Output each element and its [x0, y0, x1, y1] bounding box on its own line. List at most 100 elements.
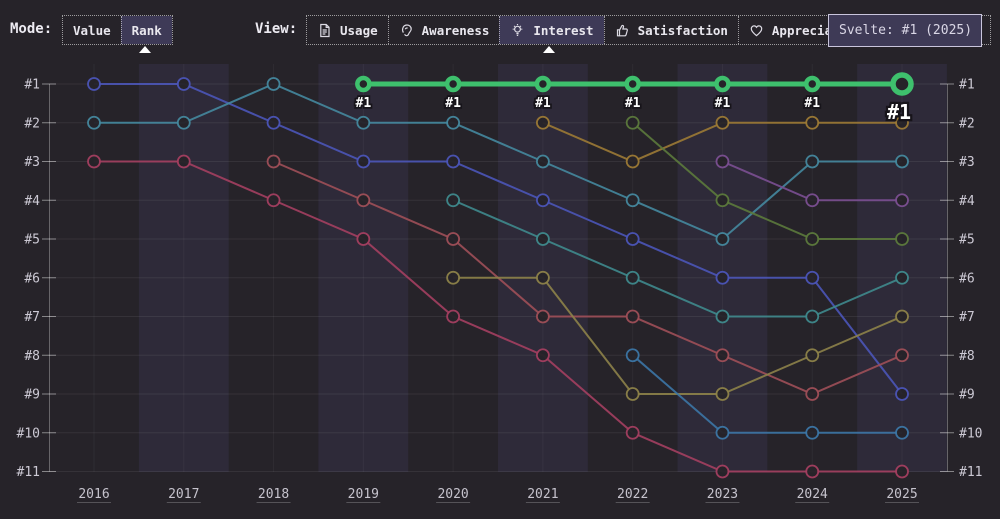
series-teal-line[interactable]	[87, 77, 909, 246]
data-point[interactable]	[805, 425, 820, 440]
data-point[interactable]	[625, 193, 640, 208]
data-point[interactable]	[805, 387, 820, 401]
data-point[interactable]	[625, 154, 640, 169]
data-point[interactable]	[536, 193, 550, 208]
year-axis-label[interactable]: 2022	[617, 487, 648, 502]
data-point[interactable]	[266, 115, 281, 130]
series-crimson-line[interactable]	[87, 154, 909, 479]
data-point[interactable]	[895, 270, 909, 285]
data-point[interactable]	[446, 115, 461, 130]
data-point[interactable]	[625, 425, 640, 440]
data-point[interactable]	[355, 75, 372, 93]
series-line[interactable]	[94, 82, 903, 241]
data-point[interactable]	[715, 193, 730, 208]
data-point[interactable]	[715, 348, 730, 363]
data-point[interactable]	[895, 193, 909, 208]
data-point[interactable]	[805, 115, 820, 130]
year-axis-label[interactable]: 2021	[527, 487, 558, 502]
data-point[interactable]	[356, 232, 371, 246]
year-axis-label[interactable]: 2023	[707, 487, 738, 502]
series-line[interactable]	[632, 354, 903, 434]
data-point[interactable]	[176, 115, 191, 130]
data-point[interactable]	[715, 270, 730, 285]
data-point[interactable]	[714, 75, 731, 93]
data-point[interactable]	[625, 348, 640, 363]
data-point[interactable]	[356, 115, 371, 130]
data-point[interactable]	[895, 115, 909, 130]
data-point[interactable]	[715, 387, 730, 401]
data-point[interactable]	[446, 309, 461, 324]
mode-option-rank[interactable]: Rank	[120, 16, 172, 44]
data-point[interactable]	[87, 115, 101, 130]
year-axis-label[interactable]: 2025	[886, 487, 917, 502]
view-option-satisfaction[interactable]: Satisfaction	[603, 16, 738, 44]
data-point[interactable]	[715, 309, 730, 324]
data-point[interactable]	[176, 77, 191, 91]
data-point[interactable]	[805, 193, 820, 208]
data-point[interactable]	[805, 464, 820, 479]
data-point[interactable]	[715, 425, 730, 440]
data-point[interactable]	[446, 193, 461, 208]
view-option-awareness[interactable]: Awareness	[387, 16, 500, 44]
series-dark-green-line[interactable]	[625, 115, 909, 246]
series-dark-teal-line[interactable]	[446, 193, 909, 324]
mode-option-value[interactable]: Value	[63, 16, 121, 44]
series-svelte[interactable]: #1 #1 #1 #1 #1 #1 #1	[354, 72, 914, 126]
data-point[interactable]	[625, 309, 640, 324]
series-amber-line[interactable]	[536, 115, 909, 169]
data-point[interactable]	[895, 348, 909, 363]
data-point[interactable]	[536, 154, 550, 169]
year-axis-label[interactable]: 2024	[797, 487, 828, 502]
series-line[interactable]	[452, 199, 903, 318]
data-point[interactable]	[356, 193, 371, 208]
year-axis-label[interactable]: 2020	[437, 487, 468, 502]
data-point[interactable]	[805, 348, 820, 363]
data-point[interactable]	[890, 72, 914, 96]
series-red-line[interactable]	[266, 154, 909, 401]
year-axis-label[interactable]: 2017	[168, 487, 199, 502]
data-point[interactable]	[266, 77, 281, 91]
data-point[interactable]	[803, 75, 821, 93]
year-axis-label[interactable]: 2016	[78, 487, 109, 502]
data-point[interactable]	[446, 232, 461, 246]
data-point[interactable]	[715, 115, 730, 130]
data-point[interactable]	[444, 75, 462, 93]
data-point[interactable]	[805, 232, 820, 246]
data-point[interactable]	[895, 232, 909, 246]
data-point[interactable]	[895, 425, 909, 440]
data-point[interactable]	[536, 309, 550, 324]
data-point[interactable]	[176, 154, 191, 169]
data-point[interactable]	[446, 270, 461, 285]
series-line[interactable]	[632, 121, 903, 240]
data-point[interactable]	[536, 115, 550, 130]
series-line[interactable]	[94, 160, 903, 473]
series-purple-line[interactable]	[715, 154, 909, 208]
data-point[interactable]	[87, 77, 101, 91]
data-point[interactable]	[805, 154, 820, 169]
data-point[interactable]	[536, 270, 550, 285]
year-axis-label[interactable]: 2019	[348, 487, 379, 502]
series-steel-blue-line[interactable]	[625, 348, 909, 440]
data-point[interactable]	[715, 232, 730, 246]
data-point[interactable]	[715, 464, 730, 479]
data-point[interactable]	[895, 154, 909, 169]
data-point[interactable]	[895, 387, 909, 401]
data-point[interactable]	[536, 232, 550, 246]
data-point[interactable]	[356, 154, 371, 169]
data-point[interactable]	[625, 232, 640, 246]
data-point[interactable]	[624, 75, 641, 93]
series-line[interactable]	[273, 160, 903, 396]
data-point[interactable]	[805, 270, 820, 285]
data-point[interactable]	[534, 75, 552, 93]
data-point[interactable]	[266, 193, 281, 208]
data-point[interactable]	[895, 464, 909, 479]
data-point[interactable]	[446, 154, 461, 169]
data-point[interactable]	[87, 154, 101, 169]
data-point[interactable]	[805, 309, 820, 324]
view-option-usage[interactable]: Usage	[307, 16, 388, 44]
view-option-interest[interactable]: Interest	[499, 16, 604, 44]
data-point[interactable]	[715, 154, 730, 169]
data-point[interactable]	[625, 115, 640, 130]
data-point[interactable]	[895, 309, 909, 324]
